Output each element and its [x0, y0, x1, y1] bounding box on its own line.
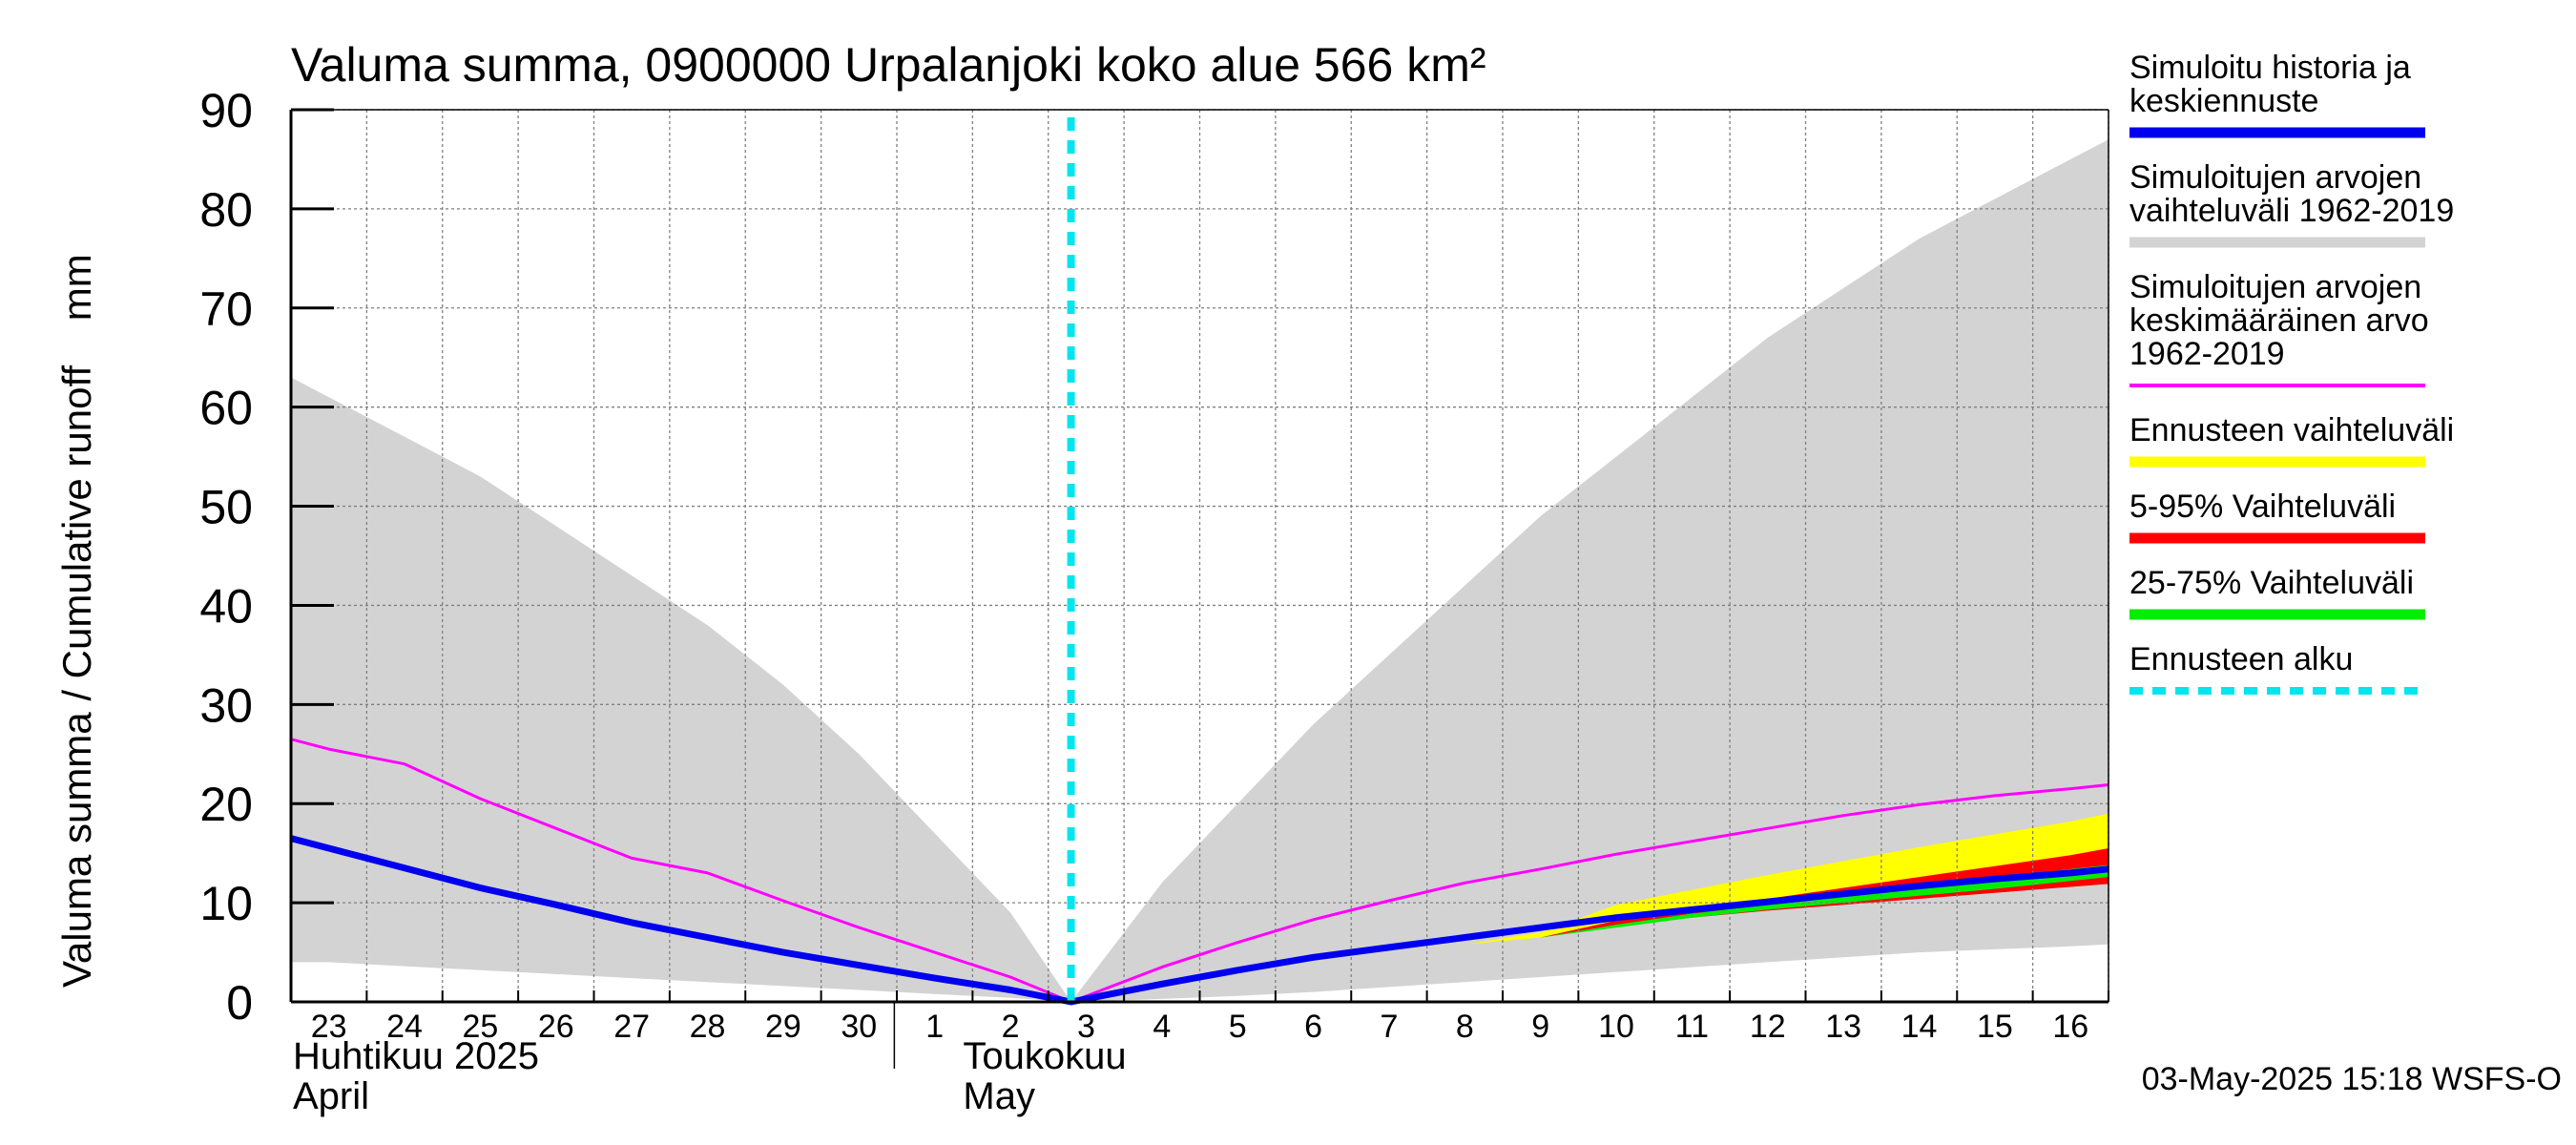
legend-label: 25-75% Vaihteluväli — [2129, 565, 2414, 601]
x-tick-label: 23 — [311, 1009, 347, 1045]
legend-label: Simuloitujen arvojen — [2129, 269, 2421, 305]
y-tick-label: 90 — [199, 84, 253, 137]
y-tick-label: 70 — [199, 282, 253, 336]
legend-label: keskimääräinen arvo — [2129, 302, 2429, 339]
y-tick-label: 0 — [226, 976, 253, 1030]
month-label-en: April — [293, 1075, 369, 1117]
x-tick-label: 11 — [1675, 1009, 1709, 1045]
x-tick-label: 26 — [538, 1009, 574, 1045]
chart-title: Valuma summa, 0900000 Urpalanjoki koko a… — [291, 38, 1486, 92]
x-tick-label: 25 — [463, 1009, 499, 1045]
legend-label: Simuloitujen arvojen — [2129, 159, 2421, 196]
x-tick-label: 16 — [2052, 1009, 2088, 1045]
y-tick-label: 80 — [199, 183, 253, 237]
x-tick-label: 4 — [1153, 1009, 1171, 1045]
month-label-fi: Toukokuu — [963, 1035, 1126, 1077]
legend-label: Ennusteen alku — [2129, 641, 2353, 677]
x-tick-label: 24 — [386, 1009, 423, 1045]
x-tick-label: 7 — [1380, 1009, 1398, 1045]
x-tick-label: 2 — [1002, 1009, 1020, 1045]
x-tick-label: 10 — [1598, 1009, 1634, 1045]
x-tick-label: 12 — [1750, 1009, 1786, 1045]
legend-label: 1962-2019 — [2129, 336, 2285, 372]
y-tick-label: 50 — [199, 481, 253, 534]
x-tick-label: 13 — [1825, 1009, 1861, 1045]
month-label-en: May — [963, 1075, 1035, 1117]
legend-label: Ennusteen vaihteluväli — [2129, 412, 2454, 448]
series-line-simuloitujen-arvojen-keskim-r-inen-arvo-1962-2019 — [290, 738, 2109, 1004]
x-tick-label: 27 — [613, 1009, 650, 1045]
month-label-fi: Huhtikuu 2025 — [293, 1035, 539, 1077]
x-tick-label: 9 — [1531, 1009, 1549, 1045]
y-axis-label: Valuma summa / Cumulative runoff mm — [54, 254, 99, 988]
x-tick-label: 5 — [1229, 1009, 1247, 1045]
x-tick-label: 30 — [841, 1009, 877, 1045]
x-tick-label: 3 — [1077, 1009, 1095, 1045]
y-tick-label: 60 — [199, 382, 253, 435]
y-tick-label: 20 — [199, 778, 253, 831]
legend-label: keskiennuste — [2129, 83, 2318, 119]
y-tick-label: 10 — [199, 877, 253, 930]
plot-area — [290, 109, 2109, 1006]
x-tick-label: 28 — [690, 1009, 726, 1045]
x-tick-label: 14 — [1901, 1009, 1938, 1045]
x-tick-label: 8 — [1456, 1009, 1474, 1045]
legend-label: Simuloitu historia ja — [2129, 50, 2411, 86]
x-tick-label: 15 — [1977, 1009, 2013, 1045]
x-tick-label: 6 — [1304, 1009, 1322, 1045]
y-tick-label: 40 — [199, 579, 253, 633]
y-tick-label: 30 — [199, 678, 253, 732]
x-tick-label: 29 — [765, 1009, 801, 1045]
x-tick-label: 1 — [925, 1009, 944, 1045]
timestamp: 03-May-2025 15:18 WSFS-O — [2142, 1061, 2562, 1097]
series-line-simuloitu-historia-ja-keskiennuste — [290, 835, 2109, 1006]
band-ennusteen-vaihteluv-li — [1465, 813, 2109, 945]
legend-label: vaihteluväli 1962-2019 — [2129, 193, 2454, 229]
legend-label: 5-95% Vaihteluväli — [2129, 489, 2396, 525]
